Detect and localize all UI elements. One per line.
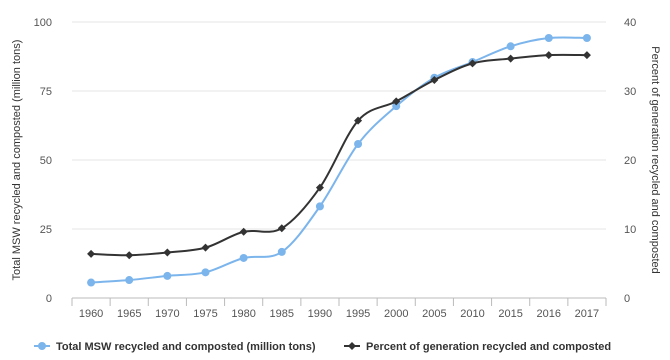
x-tick-label: 1985 <box>270 308 294 320</box>
y-left-tick-label: 75 <box>40 86 52 98</box>
data-point-percent-recycled <box>315 183 324 192</box>
y-left-tick-label: 50 <box>40 155 52 167</box>
y-right-axis-title: Percent of generation recycled and compo… <box>649 46 661 273</box>
data-point-percent-recycled <box>277 224 286 233</box>
x-tick-label: 1990 <box>308 308 332 320</box>
y-right-tick-label: 40 <box>624 17 636 29</box>
y-left-tick-label: 25 <box>40 224 52 236</box>
data-point-percent-recycled <box>239 227 248 236</box>
data-point-percent-recycled <box>125 251 134 260</box>
x-tick-label: 2000 <box>384 308 408 320</box>
data-point-total-msw <box>277 247 286 256</box>
data-point-total-msw <box>392 102 401 111</box>
data-point-percent-recycled <box>582 51 591 60</box>
x-tick-label: 2005 <box>422 308 446 320</box>
data-point-percent-recycled <box>354 116 363 125</box>
data-point-percent-recycled <box>468 59 477 68</box>
data-point-total-msw <box>582 34 591 43</box>
x-tick-label: 2017 <box>575 308 599 320</box>
data-point-total-msw <box>544 34 553 43</box>
y-right-tick-label: 20 <box>624 155 636 167</box>
data-point-total-msw <box>315 202 324 211</box>
data-point-percent-recycled <box>430 75 439 84</box>
x-tick-label: 2010 <box>460 308 484 320</box>
x-tick-label: 1965 <box>117 308 141 320</box>
data-point-percent-recycled <box>506 54 515 63</box>
legend-marker-total-msw <box>38 342 46 350</box>
y-left-tick-label: 100 <box>34 17 52 29</box>
data-point-total-msw <box>506 42 515 51</box>
y-right-tick-label: 10 <box>624 224 636 236</box>
data-point-total-msw <box>201 268 210 277</box>
y-right-tick-label: 0 <box>624 293 630 305</box>
legend-label-percent-recycled: Percent of generation recycled and compo… <box>366 341 611 353</box>
x-tick-label: 1980 <box>231 308 255 320</box>
data-point-total-msw <box>87 278 96 287</box>
x-tick-label: 1995 <box>346 308 370 320</box>
data-point-percent-recycled <box>87 249 96 258</box>
x-tick-label: 2016 <box>537 308 561 320</box>
x-tick-label: 1975 <box>193 308 217 320</box>
data-point-percent-recycled <box>392 97 401 106</box>
y-right-tick-label: 30 <box>624 86 636 98</box>
y-left-axis-title: Total MSW recycled and composted (millio… <box>11 40 23 281</box>
legend-marker-percent-recycled <box>348 342 356 350</box>
data-point-percent-recycled <box>163 248 172 257</box>
x-tick-label: 1970 <box>155 308 179 320</box>
x-tick-label: 2015 <box>498 308 522 320</box>
y-left-tick-label: 0 <box>46 293 52 305</box>
data-point-percent-recycled <box>544 51 553 60</box>
data-point-percent-recycled <box>201 243 210 252</box>
legend-label-total-msw: Total MSW recycled and composted (millio… <box>56 341 316 353</box>
series-line-percent-recycled <box>91 53 587 257</box>
data-point-total-msw <box>125 276 134 285</box>
data-point-total-msw <box>354 139 363 148</box>
data-point-total-msw <box>239 253 248 262</box>
data-point-total-msw <box>163 271 172 280</box>
x-tick-label: 1960 <box>79 308 103 320</box>
